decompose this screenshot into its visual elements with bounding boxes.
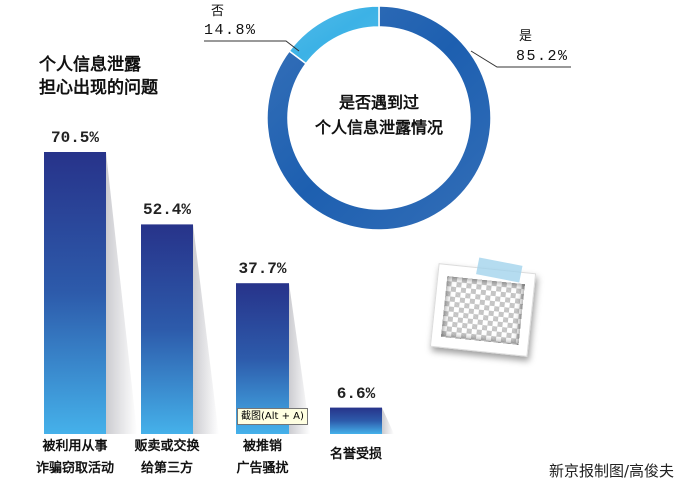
leader-line-yes — [470, 50, 571, 68]
bar-category-label: 被利用从事 诈骗窃取活动 — [35, 439, 114, 476]
bar-value-label: 37.7% — [238, 261, 286, 277]
bar-value-unit: % — [365, 384, 376, 403]
donut-chart-title-line: 个人信息泄露情况 — [314, 118, 443, 137]
bar-value-label: 52.4% — [143, 202, 191, 218]
bar-category-label: 贩卖或交换 给第三方 — [134, 439, 200, 476]
donut-slice-value-no: 14.8% — [204, 23, 257, 39]
donut-slice-1 — [288, 5, 380, 65]
donut-slice-label-no: 否 — [211, 4, 225, 19]
bar-value-number: 52.4 — [142, 201, 182, 220]
credit-line: 新京报制图/高俊夫 — [549, 462, 675, 480]
bar-shadow — [289, 283, 311, 434]
bar-chart-title-line: 担心出现的问题 — [39, 78, 158, 98]
tooltip: 截图(Alt + A) — [237, 408, 308, 425]
donut-chart-title: 是否遇到过 个人信息泄露情况 — [279, 90, 479, 140]
bar-chart-title: 个人信息泄露 担心出现的问题 — [39, 54, 158, 100]
bar — [330, 407, 382, 434]
donut-slice-value-unit: % — [246, 22, 257, 39]
bar-shadow — [382, 407, 394, 434]
bar-value-number: 6.6 — [336, 384, 366, 403]
donut-chart-title-line: 是否遇到过 — [338, 93, 419, 112]
bar-chart-title-line: 个人信息泄露 — [39, 55, 141, 75]
bar-value-label: 70.5% — [51, 130, 99, 146]
bar-value-unit: % — [89, 129, 100, 147]
bar-shadow — [193, 224, 219, 434]
donut-slice-label-yes: 是 — [519, 29, 533, 44]
bar-category-label: 被推销 广告骚扰 — [236, 439, 289, 476]
bar-value-unit: % — [181, 201, 192, 220]
donut-slice-value-yes: 85.2% — [516, 49, 569, 65]
photo-placeholder-icon — [429, 257, 537, 357]
donut-chart-marks — [266, 5, 492, 231]
donut-slice-0 — [266, 5, 492, 231]
bar-value-number: 70.5 — [50, 129, 90, 147]
bar-category-label: 名誉受损 — [329, 447, 382, 462]
bar-value-unit: % — [276, 260, 287, 279]
leader-line-no — [204, 40, 300, 52]
bar — [141, 224, 193, 434]
bar — [44, 152, 106, 434]
bar-value-label: 6.6% — [337, 386, 375, 402]
donut-slice-value-number: 85.2 — [516, 48, 559, 65]
checkerboard-pattern — [440, 276, 525, 345]
donut-slice-value-number: 14.8 — [204, 22, 247, 39]
bar-value-number: 37.7 — [238, 260, 277, 279]
bar-shadow — [106, 152, 138, 434]
donut-slice-value-unit: % — [558, 48, 569, 65]
